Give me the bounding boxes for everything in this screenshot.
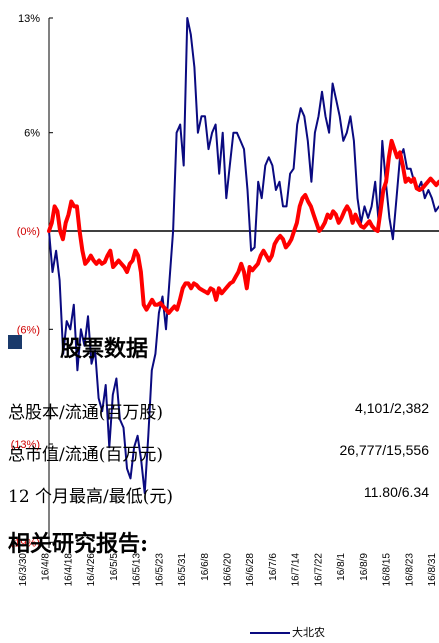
x-tick-label: 16/6/20 (223, 553, 234, 587)
x-axis: 16/3/30 16/4/8 16/4/18 16/4/26 16/5/5 16/5/13… (18, 553, 438, 587)
x-tick-label: 16/7/14 (291, 553, 302, 587)
x-tick-label: 16/8/31 (427, 553, 438, 587)
x-tick-label: 16/5/13 (132, 553, 143, 587)
y-tick-label: 6% (24, 128, 40, 140)
x-tick-label: 16/7/22 (313, 553, 324, 587)
x-tick-label: 16/6/28 (245, 553, 256, 587)
series-layer (47, 17, 439, 495)
y-tick-label: (0%) (17, 226, 40, 238)
x-tick-label: 16/4/18 (63, 553, 74, 587)
x-tick-label: 16/5/5 (109, 553, 120, 581)
stat-label: 12 个月最高/最低(元) (8, 487, 174, 507)
stat-value: 11.80/6.34 (363, 484, 429, 500)
series-line-dabeinong (48, 17, 439, 495)
x-tick-label: 16/5/31 (177, 553, 188, 587)
x-tick-label: 16/5/23 (154, 553, 165, 587)
stat-label: 总市值/流通(百万元) (8, 445, 163, 465)
legend-label: 大北农 (292, 626, 325, 639)
stat-value: 4,101/2,382 (355, 400, 429, 416)
x-tick-label: 16/4/26 (86, 553, 97, 587)
stock-data-title: 股票数据 (60, 336, 149, 362)
stat-label: 总股本/流通(百万股) (8, 403, 163, 423)
x-tick-label: 16/6/8 (200, 553, 211, 581)
x-tick-label: 16/8/9 (359, 553, 370, 581)
x-tick-label: 16/4/8 (41, 553, 52, 581)
y-tick-label: (19%) (11, 537, 40, 549)
related-reports-title: 相关研究报告: (8, 531, 149, 557)
y-tick-label: (6%) (17, 324, 40, 336)
y-axis: 13% 6% (0%) (6%) (13%) (19%) (11, 13, 439, 549)
x-tick-label: 16/8/23 (404, 553, 415, 587)
stat-value: 26,777/15,556 (339, 442, 429, 458)
legend-line-icon (250, 632, 290, 634)
x-tick-label: 16/7/6 (268, 553, 279, 581)
stat-row-market-cap: 总市值/流通(百万元) 26,777/15,556 (8, 440, 429, 465)
stat-row-high-low: 12 个月最高/最低(元) 11.80/6.34 (8, 482, 429, 507)
section-bullet (8, 335, 22, 349)
y-tick-label: 13% (18, 13, 40, 25)
series-line-benchmark (47, 138, 439, 315)
stat-row-shares: 总股本/流通(百万股) 4,101/2,382 (8, 398, 429, 423)
x-tick-label: 16/8/15 (382, 553, 393, 587)
y-tick-label: (13%) (11, 439, 40, 451)
x-tick-label: 16/8/1 (336, 553, 347, 581)
legend: 大北农 (250, 624, 325, 639)
x-tick-label: 16/3/30 (18, 553, 29, 587)
